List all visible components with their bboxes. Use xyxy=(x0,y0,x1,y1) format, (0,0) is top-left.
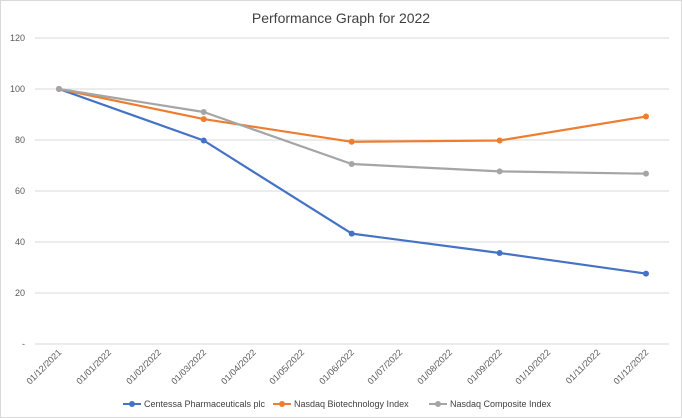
x-tick-label: 01/04/2022 xyxy=(219,347,258,386)
series-line xyxy=(58,87,647,275)
legend-swatch-marker xyxy=(129,401,135,407)
series-lines xyxy=(56,86,649,277)
y-tick-label: 100 xyxy=(10,84,25,94)
x-tick-label: 01/12/2022 xyxy=(611,347,650,386)
data-point xyxy=(643,113,649,120)
y-tick-label: 120 xyxy=(10,33,25,43)
legend-label: Nasdaq Composite Index xyxy=(450,399,552,409)
y-tick-label: 80 xyxy=(15,135,25,145)
y-tick-label: 40 xyxy=(15,237,25,247)
x-tick-label: 01/11/2022 xyxy=(564,347,602,385)
data-point xyxy=(348,160,355,167)
x-tick-label: 01/03/2022 xyxy=(169,347,208,386)
legend-item: Nasdaq Composite Index xyxy=(429,399,552,409)
data-point xyxy=(56,86,62,92)
data-point xyxy=(496,168,503,175)
data-point xyxy=(496,249,503,256)
data-point xyxy=(348,138,355,145)
grid-lines xyxy=(35,37,669,345)
data-point xyxy=(200,116,207,123)
data-point xyxy=(200,108,207,115)
x-tick-label: 01/10/2022 xyxy=(513,347,552,386)
y-axis-ticks: - 20 40 60 80 100 120 xyxy=(10,33,25,349)
x-tick-label: 01/05/2022 xyxy=(267,347,306,386)
y-tick-label: - xyxy=(22,339,25,349)
series-0 xyxy=(56,86,649,277)
x-tick-label: 01/01/2022 xyxy=(74,347,113,386)
data-point xyxy=(200,137,207,144)
legend-label: Centessa Pharmaceuticals plc xyxy=(144,399,266,409)
x-axis-ticks: 01/12/2021 01/01/2022 01/02/2022 01/03/2022… xyxy=(24,347,650,386)
y-tick-label: 20 xyxy=(15,288,25,298)
legend-item: Nasdaq Biotechnology Index xyxy=(273,399,409,409)
chart-title: Performance Graph for 2022 xyxy=(252,10,430,26)
legend-swatch-marker xyxy=(279,401,285,407)
x-tick-label: 01/12/2021 xyxy=(24,347,63,386)
x-tick-label: 01/06/2022 xyxy=(317,347,356,386)
x-tick-label: 01/02/2022 xyxy=(124,347,163,386)
data-point xyxy=(496,137,503,144)
series-2 xyxy=(56,86,649,177)
x-tick-label: 01/08/2022 xyxy=(415,347,454,386)
legend-item: Centessa Pharmaceuticals plc xyxy=(123,399,266,409)
series-line xyxy=(58,87,647,143)
x-tick-label: 01/09/2022 xyxy=(465,347,504,386)
legend-label: Nasdaq Biotechnology Index xyxy=(294,399,409,409)
series-1 xyxy=(56,86,649,145)
data-point xyxy=(643,270,649,277)
data-point xyxy=(348,230,355,237)
legend-swatch-marker xyxy=(435,401,441,407)
legend: Centessa Pharmaceuticals plc Nasdaq Biote… xyxy=(123,399,552,409)
data-point xyxy=(643,170,649,177)
x-tick-label: 01/07/2022 xyxy=(365,347,404,386)
y-tick-label: 60 xyxy=(15,186,25,196)
